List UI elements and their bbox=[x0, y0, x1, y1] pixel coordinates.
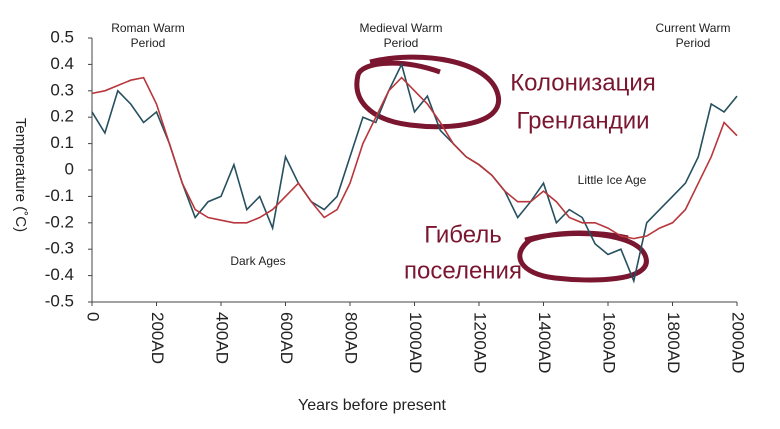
annotation: Period bbox=[131, 36, 166, 50]
y-tick-label: -0.2 bbox=[45, 212, 74, 231]
annotation: поселения bbox=[404, 257, 522, 284]
circle bbox=[354, 54, 501, 130]
y-tick-label: 0.4 bbox=[50, 54, 74, 73]
x-tick-label: 2000AD bbox=[729, 312, 748, 373]
annotation: Period bbox=[384, 36, 419, 50]
annotation: Medieval Warm bbox=[360, 21, 443, 35]
x-tick-label: 1600AD bbox=[600, 312, 619, 373]
annotation: Current Warm bbox=[656, 21, 731, 35]
annotation: Гибель bbox=[424, 221, 502, 248]
x-tick-label: 1800AD bbox=[664, 312, 683, 373]
y-tick-label: 0.5 bbox=[50, 27, 74, 46]
annotation: Roman Warm bbox=[111, 21, 185, 35]
x-tick-label: 200AD bbox=[148, 312, 167, 364]
annotation: Period bbox=[676, 36, 711, 50]
annotation: Dark Ages bbox=[230, 254, 285, 268]
x-tick-label: 1200AD bbox=[471, 312, 490, 373]
annotation: Гренландии bbox=[516, 107, 649, 134]
annotation: Колонизация bbox=[510, 69, 656, 96]
circle bbox=[517, 230, 649, 283]
y-tick-label: 0.1 bbox=[50, 133, 74, 152]
y-tick-label: -0.5 bbox=[45, 291, 74, 310]
y-axis-label: Temperature (˚C) bbox=[12, 118, 29, 232]
x-tick-label: 400AD bbox=[213, 312, 232, 364]
annotation: Little Ice Age bbox=[578, 173, 647, 187]
x-tick-label: 1400AD bbox=[535, 312, 554, 373]
y-tick-label: -0.4 bbox=[45, 265, 74, 284]
hand-drawn-circles bbox=[354, 54, 649, 283]
y-tick-label: -0.3 bbox=[45, 239, 74, 258]
x-tick-label: 600AD bbox=[277, 312, 296, 364]
x-tick-label: 800AD bbox=[342, 312, 361, 364]
x-tick-label: 0 bbox=[84, 312, 103, 321]
y-tick-label: 0 bbox=[65, 159, 74, 178]
series-line bbox=[91, 76, 738, 240]
y-tick-label: 0.3 bbox=[50, 80, 74, 99]
x-tick-label: 1000AD bbox=[406, 312, 425, 373]
y-tick-label: 0.2 bbox=[50, 107, 74, 126]
x-axis-label: Years before present bbox=[298, 397, 447, 414]
y-tick-label: -0.1 bbox=[45, 186, 74, 205]
